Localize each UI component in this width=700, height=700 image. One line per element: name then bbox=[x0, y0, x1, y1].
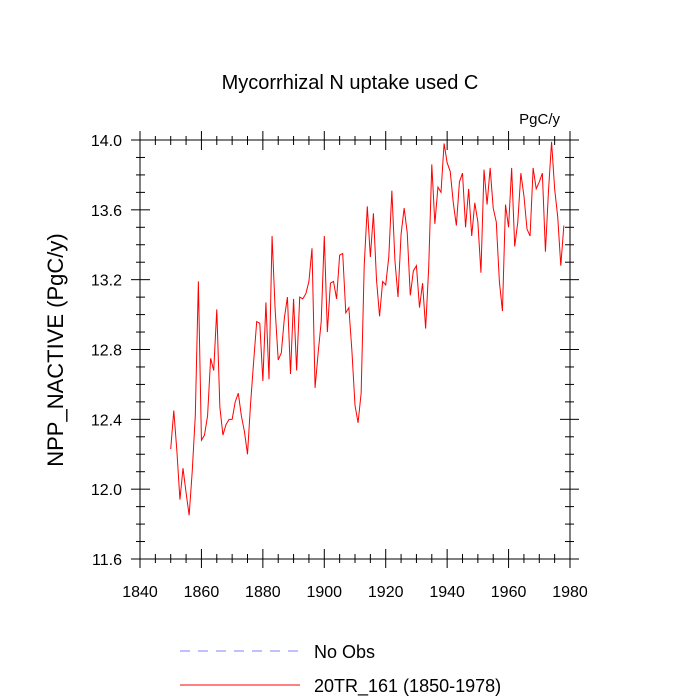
x-tick-label: 1900 bbox=[306, 584, 342, 601]
x-tick-label: 1960 bbox=[491, 584, 527, 601]
x-tick-label: 1980 bbox=[552, 584, 588, 601]
x-tick-label: 1860 bbox=[184, 584, 220, 601]
y-tick-label: 12.8 bbox=[91, 343, 122, 360]
y-tick-label: 11.6 bbox=[92, 552, 122, 569]
y-tick-label: 13.6 bbox=[91, 203, 122, 220]
y-tick-label: 14.0 bbox=[91, 133, 122, 150]
legend-label-1: 20TR_161 (1850-1978) bbox=[314, 676, 501, 697]
y-tick-label: 13.2 bbox=[91, 273, 122, 290]
x-tick-label: 1840 bbox=[122, 584, 158, 601]
series-line-1 bbox=[170, 141, 565, 516]
plot-area: 1840 1860 1880 1900 1920 1940 1960 1980 11.6 12.0… bbox=[91, 131, 588, 601]
x-tick-label: 1940 bbox=[429, 584, 465, 601]
y-tick-label: 12.4 bbox=[91, 412, 122, 429]
y-tick-label: 12.0 bbox=[91, 482, 122, 499]
plot-frame bbox=[139, 139, 571, 560]
legend-label-0: No Obs bbox=[314, 642, 375, 662]
x-tick-label: 1920 bbox=[368, 584, 404, 601]
y-axis-label: NPP_NACTIVE (PgC/y) bbox=[43, 233, 68, 467]
x-tick-label: 1880 bbox=[245, 584, 281, 601]
chart-title: Mycorrhizal N uptake used C bbox=[222, 72, 479, 94]
legend: No Obs 20TR_161 (1850-1978) bbox=[180, 642, 501, 697]
units-label: PgC/y bbox=[519, 111, 560, 128]
